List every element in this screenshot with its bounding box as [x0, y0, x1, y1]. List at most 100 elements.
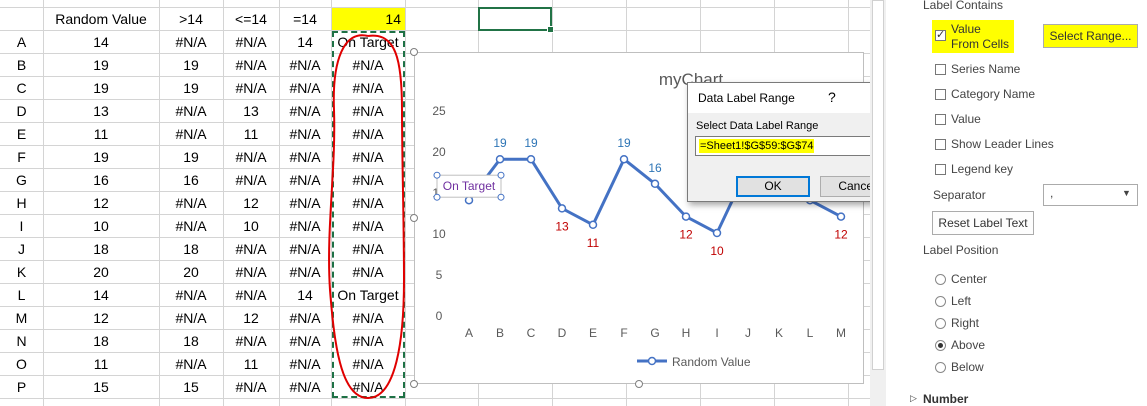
position-center-radio[interactable]: [935, 274, 946, 285]
table-cell[interactable]: #N/A: [175, 195, 207, 211]
position-below-label[interactable]: Below: [951, 360, 984, 374]
value-label[interactable]: Value: [951, 112, 981, 126]
sheet-vertical-scrollbar[interactable]: [870, 0, 886, 406]
position-right-radio[interactable]: [935, 318, 946, 329]
table-cell[interactable]: 12: [243, 310, 259, 326]
table-cell[interactable]: #N/A: [289, 80, 321, 96]
data-label[interactable]: 19: [617, 136, 631, 150]
data-point-marker[interactable]: [681, 212, 691, 221]
table-cell[interactable]: #N/A: [235, 333, 267, 349]
leader-lines-checkbox[interactable]: [935, 139, 946, 150]
row-label-cell[interactable]: C: [16, 80, 27, 96]
table-cell[interactable]: 18: [93, 333, 109, 349]
table-cell[interactable]: 18: [93, 241, 109, 257]
x-axis[interactable]: A B C D E F G H I J K L M: [465, 326, 846, 340]
ok-button[interactable]: OK: [736, 176, 810, 197]
position-center-label[interactable]: Center: [951, 272, 988, 286]
separator-dropdown[interactable]: , ▼: [1043, 184, 1138, 206]
table-cell[interactable]: 13: [93, 103, 109, 119]
data-labels[interactable]: 19 19 13 11 19 16 12 10 12 On Target: [433, 136, 848, 258]
label-resize-handle[interactable]: [497, 193, 505, 201]
range-input[interactable]: =Sheet1!$G$59:$G$74: [695, 136, 875, 156]
series-name-checkbox[interactable]: [935, 64, 946, 75]
table-cell[interactable]: #N/A: [235, 172, 267, 188]
position-left-radio[interactable]: [935, 296, 946, 307]
table-cell[interactable]: #N/A: [175, 356, 207, 372]
table-cell[interactable]: #N/A: [289, 264, 321, 280]
chart-resize-handle[interactable]: [410, 380, 418, 388]
selected-data-label[interactable]: On Target: [443, 179, 496, 193]
data-label[interactable]: 16: [648, 161, 662, 175]
table-cell[interactable]: #N/A: [175, 218, 207, 234]
table-cell[interactable]: 15: [93, 379, 109, 395]
table-cell[interactable]: #N/A: [175, 287, 207, 303]
data-point-marker[interactable]: [836, 212, 846, 221]
legend-key-checkbox[interactable]: [935, 164, 946, 175]
table-cell[interactable]: 12: [243, 195, 259, 211]
chart-legend[interactable]: Random Value: [637, 355, 751, 369]
header-cell[interactable]: =14: [293, 11, 317, 27]
table-cell[interactable]: #N/A: [175, 310, 207, 326]
value-from-cells-checkbox[interactable]: [935, 28, 946, 41]
table-cell[interactable]: 18: [183, 333, 199, 349]
select-range-button[interactable]: Select Range...: [1043, 24, 1138, 48]
row-label-cell[interactable]: I: [19, 218, 24, 234]
table-cell[interactable]: 20: [93, 264, 109, 280]
table-cell[interactable]: 14: [297, 34, 313, 50]
table-cell[interactable]: #N/A: [289, 126, 321, 142]
label-resize-handle[interactable]: [497, 171, 505, 179]
table-cell[interactable]: 11: [93, 126, 109, 142]
chart-resize-handle[interactable]: [410, 48, 418, 56]
table-cell[interactable]: 11: [243, 356, 259, 372]
table-cell[interactable]: #N/A: [289, 218, 321, 234]
table-cell[interactable]: 11: [93, 356, 109, 372]
data-point-marker[interactable]: [712, 228, 722, 238]
dialog-titlebar[interactable]: Data Label Range ? ✕: [688, 83, 900, 113]
table-cell[interactable]: 19: [93, 80, 109, 96]
row-label-cell[interactable]: O: [16, 356, 27, 372]
data-point-marker[interactable]: [526, 154, 536, 164]
data-label[interactable]: 11: [587, 236, 600, 250]
row-label-cell[interactable]: H: [16, 195, 27, 211]
position-below-radio[interactable]: [935, 362, 946, 373]
leader-lines-label[interactable]: Show Leader Lines: [951, 137, 1054, 151]
table-cell[interactable]: #N/A: [235, 379, 267, 395]
data-label[interactable]: 12: [679, 228, 693, 242]
y-axis[interactable]: 0510152025: [432, 104, 446, 323]
position-above-label[interactable]: Above: [951, 338, 986, 352]
table-cell[interactable]: 14: [297, 287, 313, 303]
data-point-marker[interactable]: [588, 220, 598, 230]
value-checkbox[interactable]: [935, 114, 946, 125]
data-label[interactable]: 12: [834, 228, 848, 242]
chevron-right-icon[interactable]: ▷: [910, 393, 917, 403]
position-left-label[interactable]: Left: [951, 294, 972, 308]
table-cell[interactable]: 15: [183, 379, 199, 395]
data-label[interactable]: 19: [493, 136, 507, 150]
table-cell[interactable]: 19: [93, 149, 109, 165]
table-cell[interactable]: #N/A: [289, 333, 321, 349]
row-label-cell[interactable]: J: [18, 241, 25, 257]
table-cell[interactable]: #N/A: [235, 241, 267, 257]
category-name-label[interactable]: Category Name: [951, 87, 1036, 101]
position-right-label[interactable]: Right: [951, 316, 980, 330]
row-label-cell[interactable]: A: [16, 34, 27, 50]
series-name-label[interactable]: Series Name: [951, 62, 1021, 76]
row-label-cell[interactable]: M: [15, 310, 28, 326]
chart-resize-handle[interactable]: [635, 380, 643, 388]
table-cell[interactable]: 14: [93, 287, 109, 303]
data-label[interactable]: 13: [555, 219, 569, 233]
table-cell[interactable]: #N/A: [235, 264, 267, 280]
header-cell[interactable]: <=14: [235, 11, 267, 27]
table-cell[interactable]: #N/A: [289, 172, 321, 188]
header-cell[interactable]: >14: [179, 11, 203, 27]
data-point-marker[interactable]: [619, 154, 629, 164]
category-name-checkbox[interactable]: [935, 89, 946, 100]
table-cell[interactable]: #N/A: [289, 356, 321, 372]
header-cell[interactable]: 14: [385, 11, 401, 27]
table-cell[interactable]: 10: [93, 218, 109, 234]
table-cell[interactable]: 16: [93, 172, 109, 188]
table-cell[interactable]: 19: [183, 57, 199, 73]
table-cell[interactable]: 12: [93, 195, 109, 211]
chart-resize-handle[interactable]: [410, 214, 418, 222]
table-cell[interactable]: 19: [93, 57, 109, 73]
